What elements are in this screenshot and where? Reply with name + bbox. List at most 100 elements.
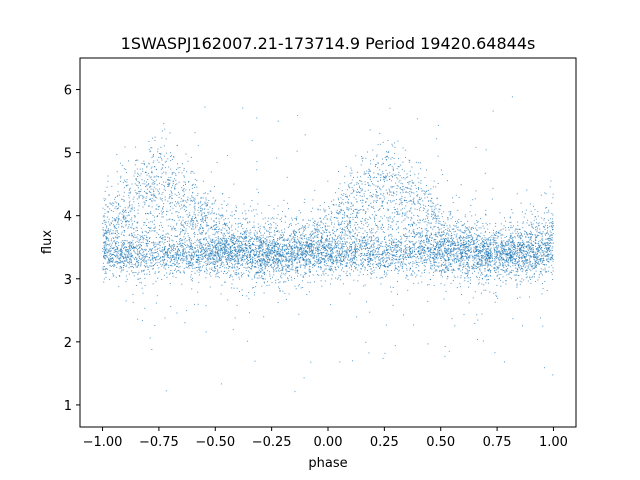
data-point <box>142 252 144 254</box>
data-point <box>360 245 362 247</box>
data-point <box>469 257 471 259</box>
data-point <box>339 361 341 363</box>
data-point <box>421 190 423 192</box>
data-point <box>129 263 131 265</box>
data-point <box>237 247 239 249</box>
data-point <box>184 238 186 239</box>
data-point <box>385 324 387 326</box>
data-point <box>185 200 187 202</box>
data-point <box>303 276 305 278</box>
data-point <box>294 217 296 219</box>
data-point <box>106 249 108 250</box>
data-point <box>285 265 287 266</box>
data-point <box>466 233 468 235</box>
data-point <box>431 248 432 250</box>
data-point <box>262 269 264 271</box>
data-point <box>285 281 287 283</box>
data-point <box>391 228 393 230</box>
data-point <box>552 225 554 227</box>
data-point <box>127 255 129 257</box>
data-point <box>394 255 396 257</box>
data-point <box>108 259 110 261</box>
data-point <box>282 248 284 250</box>
data-point <box>432 228 434 230</box>
data-point <box>196 270 198 272</box>
data-point <box>260 247 262 249</box>
data-point <box>485 261 487 263</box>
data-point <box>223 243 225 245</box>
data-point <box>106 211 108 213</box>
data-point <box>443 270 445 272</box>
data-point <box>529 246 531 248</box>
data-point <box>143 224 145 226</box>
data-point <box>540 248 541 250</box>
data-point <box>256 252 258 254</box>
data-point <box>450 211 452 212</box>
data-point <box>336 257 337 259</box>
data-point <box>150 211 152 213</box>
data-point <box>481 242 483 244</box>
data-point <box>433 180 435 182</box>
data-point <box>254 251 256 252</box>
data-point <box>398 270 400 272</box>
data-point <box>368 205 369 207</box>
data-point <box>344 255 346 256</box>
data-point <box>106 237 108 239</box>
data-point <box>242 274 243 275</box>
data-point <box>348 220 350 222</box>
data-point <box>548 247 550 248</box>
data-point <box>291 219 293 221</box>
data-point <box>468 286 469 288</box>
data-point <box>119 257 120 259</box>
data-point <box>104 216 106 218</box>
data-point <box>217 240 219 242</box>
data-point <box>499 259 501 261</box>
data-point <box>166 253 168 255</box>
data-point <box>416 232 418 234</box>
data-point <box>129 258 131 260</box>
data-point <box>320 217 321 219</box>
data-point <box>346 254 348 256</box>
data-point <box>328 231 330 233</box>
data-point <box>257 251 259 253</box>
data-point <box>121 213 123 215</box>
data-point <box>107 249 109 251</box>
data-point <box>170 176 172 178</box>
data-point <box>209 190 211 192</box>
data-point <box>185 255 187 257</box>
data-point <box>398 232 400 234</box>
data-point <box>463 244 465 245</box>
data-point <box>349 172 351 174</box>
data-point <box>519 280 521 282</box>
data-point <box>205 256 206 258</box>
data-point <box>464 265 466 267</box>
data-point <box>432 245 434 247</box>
data-point <box>492 237 494 239</box>
data-point <box>516 269 518 271</box>
data-point <box>232 242 234 243</box>
data-point <box>141 162 143 164</box>
data-point <box>430 206 432 208</box>
data-point <box>506 269 508 271</box>
data-point <box>469 283 471 284</box>
data-point <box>265 248 267 250</box>
data-point <box>368 204 370 206</box>
data-point <box>205 263 207 265</box>
data-point <box>369 179 371 180</box>
data-point <box>111 254 113 256</box>
data-point <box>122 211 123 212</box>
data-point <box>310 234 312 236</box>
data-point <box>174 228 176 230</box>
data-point <box>278 231 280 233</box>
data-point <box>460 240 462 242</box>
data-point <box>483 239 485 240</box>
data-point <box>434 217 436 219</box>
data-point <box>373 266 374 268</box>
data-point <box>461 251 463 253</box>
data-point <box>403 250 404 252</box>
data-point <box>183 175 185 177</box>
data-point <box>347 234 349 236</box>
data-point <box>492 258 493 260</box>
data-point <box>358 232 360 233</box>
data-point <box>144 257 146 259</box>
